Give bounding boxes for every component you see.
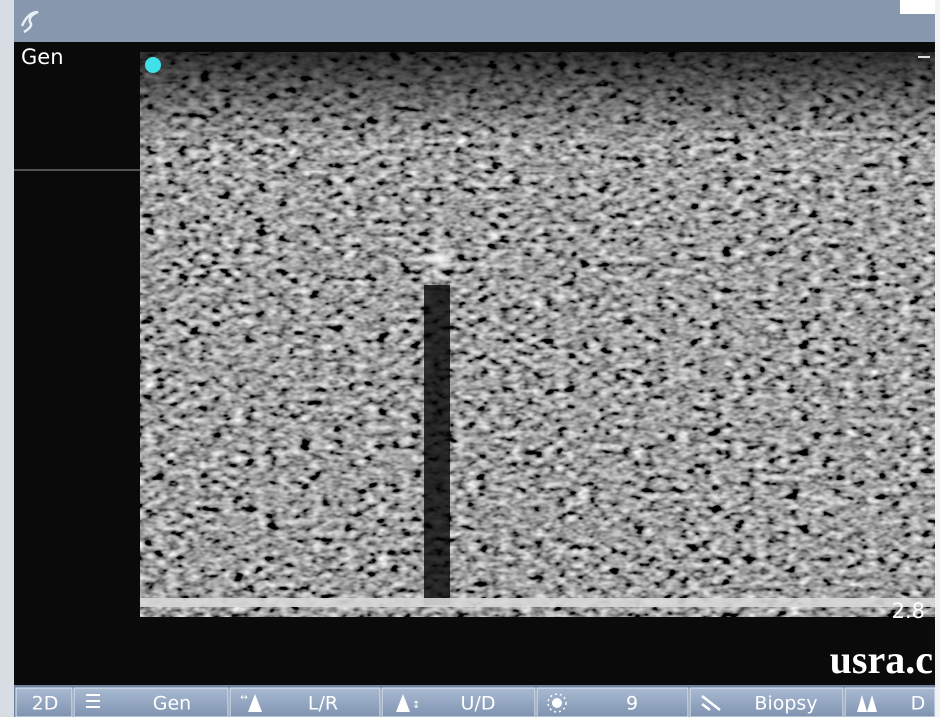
ultrasound-screen: Gen 2.8 usra.c 2D Gen ↔ L/R ↕ U/D 9 Biopsy D bbox=[0, 0, 940, 717]
toolbar-label: Gen bbox=[153, 693, 191, 715]
right-margin bbox=[935, 0, 940, 717]
icon: ↔ bbox=[240, 693, 248, 703]
mode-label: Gen bbox=[21, 45, 64, 69]
toolbar-button[interactable] bbox=[74, 688, 228, 717]
depth-label: 2.8 bbox=[892, 599, 925, 623]
toolbar-label: D bbox=[911, 693, 926, 715]
near-field-fade bbox=[140, 52, 935, 142]
corner bbox=[900, 0, 935, 14]
base-reflection bbox=[140, 598, 935, 607]
needle-tip bbox=[424, 244, 456, 272]
toolbar-buttons: 2D Gen ↔ L/R ↕ U/D 9 Biopsy D bbox=[16, 688, 935, 717]
toolbar-label: Biopsy bbox=[754, 693, 817, 715]
echo bbox=[808, 495, 844, 509]
icon bbox=[86, 700, 100, 702]
page: Gen 2.8 usra.c 2DGen↔L/R↕U/D9BiopsyD (()… bbox=[0, 0, 940, 717]
toolbar-label: 9 bbox=[626, 693, 638, 715]
icon bbox=[552, 698, 562, 708]
title-bar bbox=[14, 0, 935, 42]
toolbar-label: U/D bbox=[461, 693, 496, 715]
toolbar-label: L/R bbox=[308, 693, 338, 715]
icon bbox=[86, 694, 100, 696]
left-margin bbox=[0, 0, 14, 717]
depth-marker bbox=[918, 56, 930, 58]
icon: ↕ bbox=[412, 700, 420, 711]
toolbar-label: 2D bbox=[32, 693, 59, 715]
icon bbox=[86, 706, 100, 708]
orientation-dot bbox=[145, 57, 161, 73]
watermark: usra.c bbox=[830, 637, 933, 682]
needle-shadow bbox=[424, 285, 450, 605]
